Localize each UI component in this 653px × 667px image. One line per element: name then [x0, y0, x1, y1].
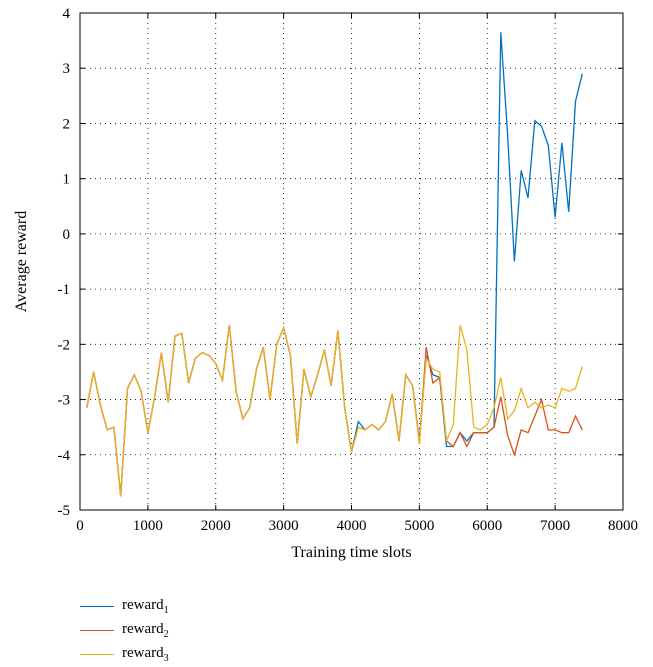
series-lines — [86, 32, 583, 497]
x-tick-label: 7000 — [540, 518, 570, 534]
legend: reward1 reward2 reward3 — [80, 594, 169, 666]
line-chart: 0 1000 2000 3000 4000 5000 6000 7000 8000 -5 -4 -3 -… — [13, 6, 639, 561]
y-tick-label: -4 — [58, 448, 71, 464]
y-tick-label: 3 — [63, 61, 71, 77]
x-tick-label: 0 — [76, 518, 84, 534]
plot-frame — [79, 12, 624, 511]
x-tick-label: 5000 — [404, 518, 434, 534]
y-tick-label: -3 — [58, 393, 71, 409]
legend-swatch-reward-1 — [80, 605, 114, 607]
y-tick-label: 2 — [63, 116, 71, 132]
y-axis-title: Average reward — [13, 211, 30, 312]
x-tick-label: 2000 — [201, 518, 231, 534]
x-tick-label: 6000 — [472, 518, 502, 534]
legend-swatch-reward-3 — [80, 653, 114, 655]
series-line-reward-3 — [86, 324, 583, 497]
legend-item-reward-1: reward1 — [80, 594, 169, 618]
x-tick-label: 8000 — [608, 518, 638, 534]
y-tick-label: -1 — [58, 282, 71, 298]
x-tick-label: 4000 — [337, 518, 367, 534]
y-tick-label: -5 — [58, 503, 71, 519]
legend-label-reward-3: reward3 — [122, 644, 169, 664]
axis-ticks: 0 1000 2000 3000 4000 5000 6000 7000 8000 -5 -4 -3 -… — [58, 6, 639, 534]
series-line-reward-2 — [86, 324, 583, 497]
grid-lines — [80, 13, 623, 510]
legend-label-reward-1: reward1 — [122, 596, 169, 616]
y-tick-label: 4 — [63, 6, 71, 22]
x-tick-label: 3000 — [269, 518, 299, 534]
x-axis-title: Training time slots — [291, 544, 411, 561]
y-tick-label: 1 — [63, 172, 71, 188]
y-tick-label: 0 — [63, 227, 71, 243]
legend-item-reward-2: reward2 — [80, 618, 169, 642]
legend-swatch-reward-2 — [80, 629, 114, 631]
x-tick-label: 1000 — [133, 518, 163, 534]
legend-item-reward-3: reward3 — [80, 642, 169, 666]
series-line-reward-1 — [86, 32, 583, 497]
y-tick-label: -2 — [58, 337, 71, 353]
legend-label-reward-2: reward2 — [122, 620, 169, 640]
